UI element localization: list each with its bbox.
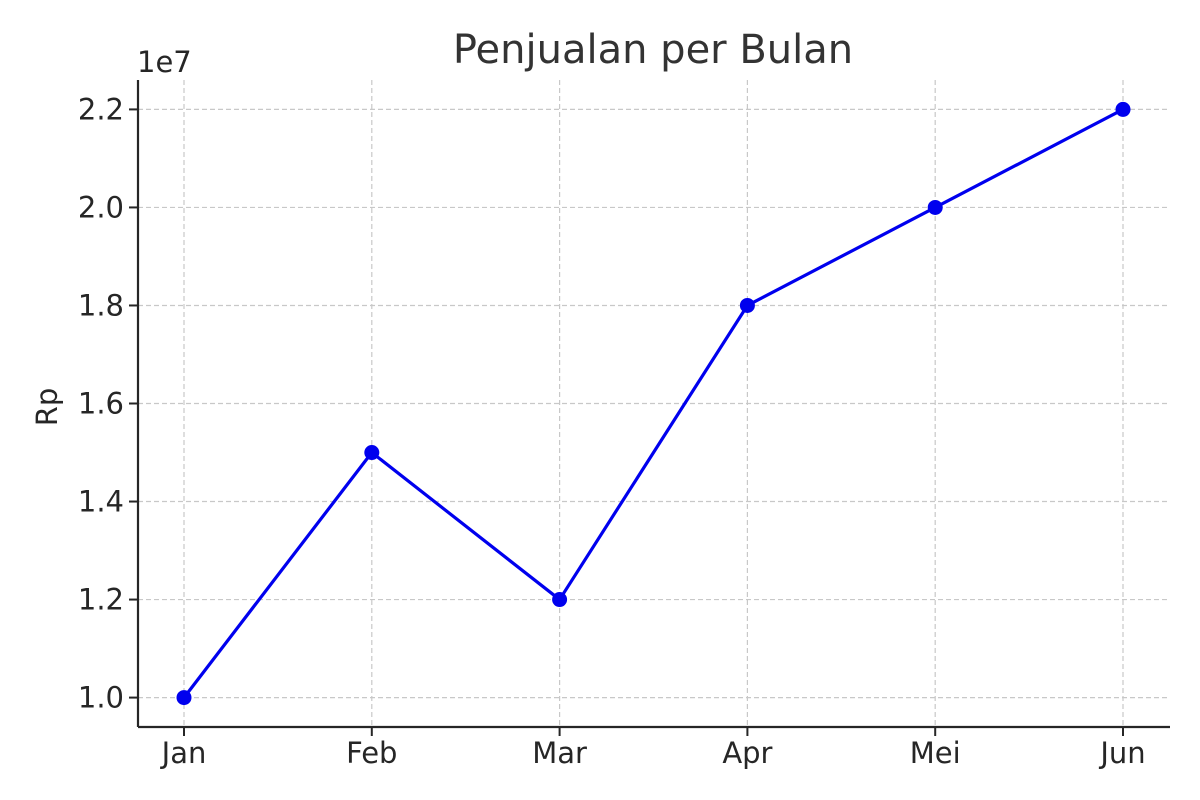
x-tick-label: Apr bbox=[722, 736, 772, 770]
data-point bbox=[739, 297, 755, 313]
data-point bbox=[927, 199, 943, 215]
chart-title: Penjualan per Bulan bbox=[453, 27, 853, 73]
y-tick-label: 1.2 bbox=[78, 583, 124, 617]
x-tick-label: Jan bbox=[160, 736, 207, 770]
y-tick-label: 1.0 bbox=[78, 681, 124, 715]
data-point bbox=[1115, 101, 1131, 117]
x-tick-label: Mei bbox=[910, 736, 961, 770]
y-tick-label: 1.8 bbox=[78, 288, 124, 322]
y-tick-label: 2.0 bbox=[78, 190, 124, 224]
y-tick-label: 1.4 bbox=[78, 485, 124, 519]
data-series bbox=[176, 101, 1131, 706]
x-tick-label: Mar bbox=[532, 736, 587, 770]
y-axis-label: Rp bbox=[30, 388, 64, 427]
series-line bbox=[182, 107, 1124, 699]
data-point bbox=[364, 445, 380, 461]
x-tick-label: Feb bbox=[346, 736, 397, 770]
y-axis-offset-label: 1e7 bbox=[137, 45, 192, 79]
data-point bbox=[552, 592, 568, 608]
tick-labels: Jan Feb Mar Apr Mei Jun 1.0 1.2 1.4 1.6 1.8 2.0 2.2 bbox=[78, 92, 1146, 770]
y-tick-label: 2.2 bbox=[78, 92, 124, 126]
data-point bbox=[176, 690, 192, 706]
x-tick-label: Jun bbox=[1098, 736, 1145, 770]
grid-lines bbox=[138, 80, 1170, 727]
y-tick-label: 1.6 bbox=[78, 387, 124, 421]
